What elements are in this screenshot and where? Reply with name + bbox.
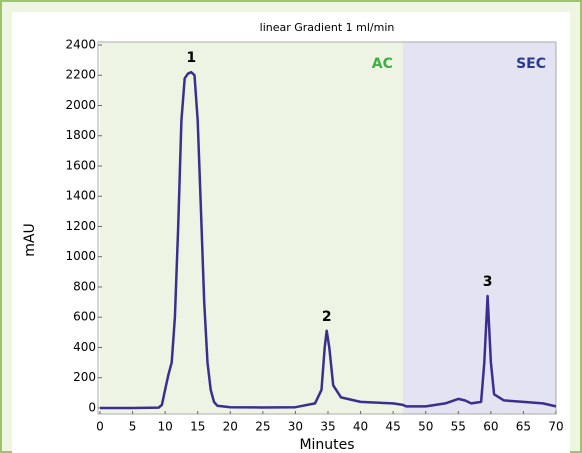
y-tick-label: 2400 bbox=[65, 38, 96, 52]
x-tick-label: 25 bbox=[255, 420, 270, 434]
plot-frame bbox=[97, 41, 557, 415]
x-tick-label: 15 bbox=[190, 420, 205, 434]
x-tick-label: 60 bbox=[483, 420, 498, 434]
y-tick-label: 1000 bbox=[65, 249, 96, 263]
y-tick-label: 1400 bbox=[65, 189, 96, 203]
x-tick-label: 10 bbox=[158, 420, 173, 434]
region-label: AC bbox=[372, 56, 393, 72]
x-tick-label: 35 bbox=[320, 420, 335, 434]
y-tick-label: 2200 bbox=[65, 68, 96, 82]
peak-label: 3 bbox=[483, 274, 493, 290]
peak-label: 2 bbox=[322, 309, 332, 325]
y-tick-label: 1800 bbox=[65, 128, 96, 142]
y-tick-label: 1200 bbox=[65, 219, 96, 233]
x-tick-label: 30 bbox=[288, 420, 303, 434]
x-tick-label: 70 bbox=[548, 420, 563, 434]
y-tick-label: 400 bbox=[73, 340, 96, 354]
chromatogram-line bbox=[100, 70, 557, 410]
region bbox=[100, 42, 403, 414]
y-tick-label: 200 bbox=[73, 370, 96, 384]
y-tick-label: 0 bbox=[88, 400, 96, 414]
x-tick-label: 0 bbox=[96, 420, 104, 434]
chart-title: linear Gradient 1 ml/min bbox=[260, 21, 395, 34]
x-tick-label: 55 bbox=[451, 420, 466, 434]
region-label: SEC bbox=[516, 56, 546, 72]
x-axis-label: Minutes bbox=[299, 437, 354, 453]
y-tick-label: 600 bbox=[73, 310, 96, 324]
y-axis-label: mAU bbox=[22, 223, 38, 256]
x-tick-label: 5 bbox=[129, 420, 137, 434]
x-tick-label: 50 bbox=[418, 420, 433, 434]
y-tick-label: 2000 bbox=[65, 98, 96, 112]
x-tick-label: 65 bbox=[516, 420, 531, 434]
x-tick-label: 45 bbox=[386, 420, 401, 434]
y-tick-label: 1600 bbox=[65, 158, 96, 172]
peak-label: 1 bbox=[186, 50, 196, 66]
x-tick-label: 40 bbox=[353, 420, 368, 434]
x-tick-label: 20 bbox=[223, 420, 238, 434]
y-tick-label: 800 bbox=[73, 279, 96, 293]
region bbox=[402, 42, 556, 414]
